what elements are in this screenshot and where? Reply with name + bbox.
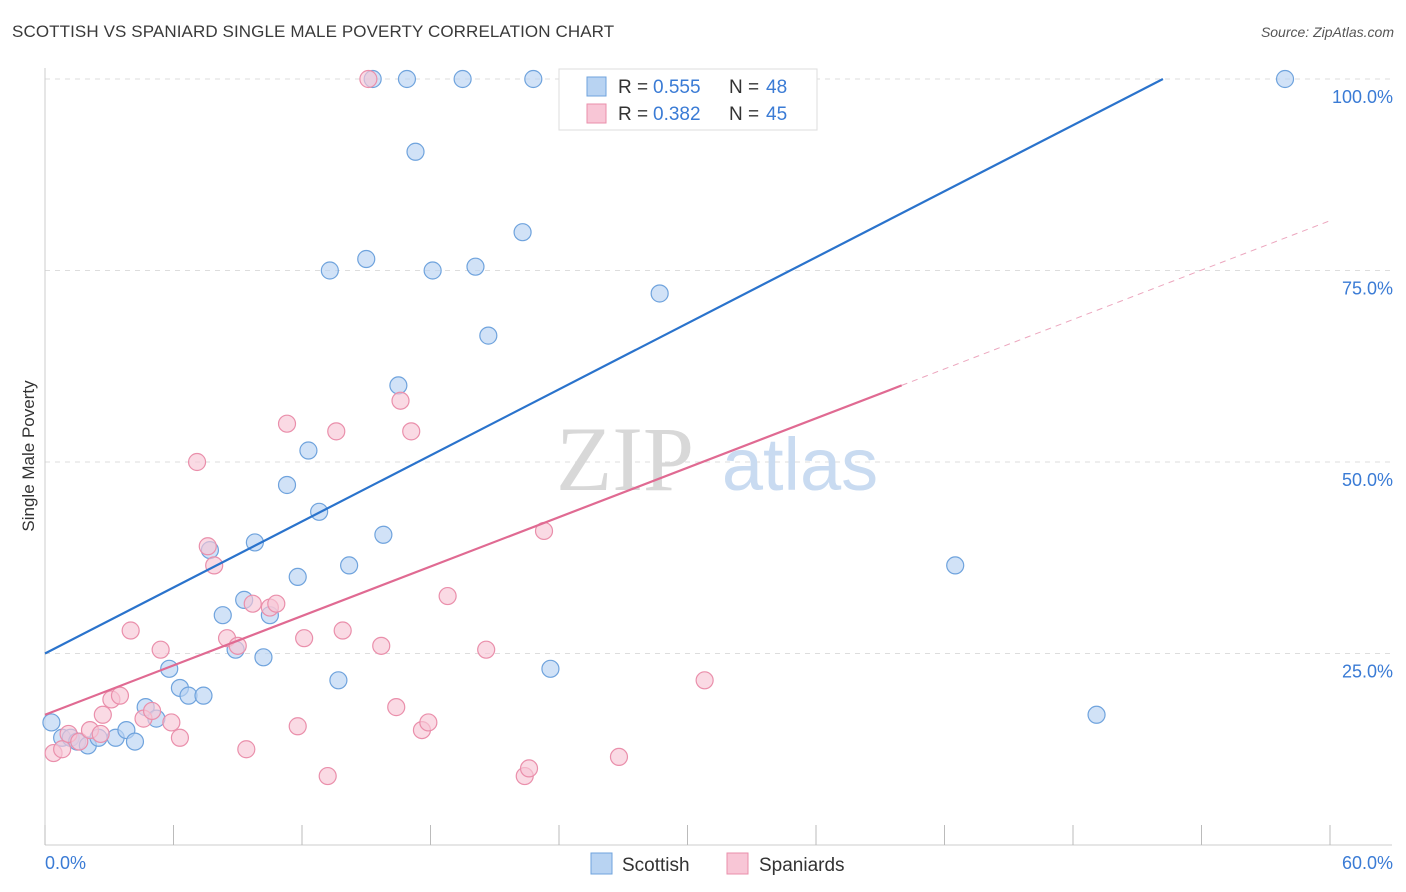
spaniards-trend-extension (901, 220, 1331, 386)
legend-bottom-scottish-label: Scottish (622, 855, 690, 876)
legend-top-r-label-scottish: R = (618, 77, 648, 98)
spaniards-point (419, 713, 438, 732)
scottish-point (946, 556, 965, 575)
spaniards-point (402, 422, 421, 441)
spaniards-trend-line (44, 384, 903, 716)
legend-top-scottish-swatch (586, 76, 607, 97)
scottish-point (42, 713, 61, 732)
spaniards-point (477, 640, 496, 659)
scottish-point (213, 606, 232, 625)
y-axis-label: Single Male Poverty (19, 380, 38, 532)
spaniards-point (387, 698, 406, 717)
scottish-point (453, 69, 472, 89)
scottish-trend-line (44, 78, 1164, 655)
scottish-point (389, 376, 408, 395)
spaniards-point (243, 594, 262, 613)
scottish-point (374, 525, 393, 544)
legend-bottom-spaniards-swatch (726, 852, 749, 875)
spaniards-point (359, 69, 378, 89)
chart-source: Source: ZipAtlas.com (1260, 24, 1394, 40)
spaniards-point (327, 422, 346, 441)
scottish-point (423, 261, 442, 280)
y-tick-label: 50.0% (1342, 470, 1393, 490)
scottish-point (277, 475, 297, 495)
scottish-point (329, 671, 348, 690)
spaniards-point (151, 640, 170, 659)
scottish-point (479, 326, 498, 345)
scottish-point (254, 648, 273, 667)
scottish-point (397, 69, 417, 89)
spaniards-point (267, 594, 286, 613)
legend-top: R = 0.555 N = 48 R = 0.382 N = 45 (558, 68, 818, 131)
spaniards-point (519, 759, 539, 778)
scottish-point (524, 69, 543, 89)
y-tick-label: 100.0% (1332, 87, 1393, 107)
scottish-point (1275, 69, 1295, 89)
spaniards-point (333, 621, 352, 640)
x-tick-label-min: 0.0% (45, 853, 86, 873)
axes: 25.0% 50.0% 75.0% 100.0% (44, 68, 1393, 846)
y-tick-label: 75.0% (1342, 279, 1393, 299)
legend-top-r-label-spaniards: R = (618, 104, 648, 125)
trend-lines (44, 78, 1331, 716)
scottish-point (541, 659, 560, 678)
scottish-point (357, 249, 376, 269)
scottish-point (466, 257, 485, 276)
legend-top-n-value-scottish: 48 (766, 77, 787, 98)
legend-top-n-value-spaniards: 45 (766, 104, 787, 125)
scottish-point (1087, 705, 1106, 724)
spaniards-point (110, 686, 130, 705)
spaniards-point (695, 671, 714, 690)
spaniards-point (438, 586, 457, 606)
legend-top-n-label-spaniards: N = (729, 104, 759, 125)
legend-bottom-spaniards-label: Spaniards (759, 855, 845, 876)
gridlines (45, 78, 1392, 654)
spaniards-point (295, 629, 314, 648)
scottish-point (320, 261, 339, 280)
spaniards-point (277, 414, 297, 433)
scottish-point (513, 223, 532, 242)
legend-top-r-value-spaniards: 0.382 (653, 104, 701, 125)
spaniards-point (142, 701, 162, 721)
spaniards-point (91, 724, 110, 744)
spaniards-point (162, 713, 181, 732)
watermark-atlas: atlas (722, 423, 878, 506)
legend-top-spaniards-swatch (586, 103, 607, 124)
x-tick-label-max: 60.0% (1342, 853, 1393, 873)
legend-top-n-label-scottish: N = (729, 77, 759, 98)
scottish-point (194, 686, 213, 705)
scottish-point (406, 142, 425, 161)
watermark: ZIP atlas (556, 408, 878, 510)
scottish-point (340, 556, 359, 575)
spaniards-point (198, 537, 217, 556)
legend-bottom-scottish-swatch (590, 852, 613, 875)
scottish-point (650, 284, 669, 303)
spaniards-point (391, 391, 410, 410)
spaniards-point (121, 621, 140, 640)
legend-bottom: Scottish Spaniards (590, 852, 845, 876)
chart-title: SCOTTISH VS SPANIARD SINGLE MALE POVERTY… (12, 22, 615, 41)
scottish-point (288, 567, 307, 587)
spaniards-point (93, 705, 112, 724)
watermark-zip: ZIP (556, 408, 694, 510)
legend-top-r-value-scottish: 0.555 (653, 77, 701, 98)
scottish-point (299, 441, 318, 460)
spaniards-point (53, 740, 72, 759)
spaniards-point (70, 732, 89, 751)
spaniards-point (288, 717, 307, 736)
y-tick-label: 25.0% (1342, 662, 1393, 682)
spaniards-point (187, 452, 207, 472)
spaniards-point (609, 747, 629, 767)
scottish-point (125, 732, 145, 751)
spaniards-point (170, 728, 190, 747)
spaniards-point (372, 636, 391, 655)
spaniards-point (318, 766, 337, 786)
spaniards-point (237, 740, 256, 759)
